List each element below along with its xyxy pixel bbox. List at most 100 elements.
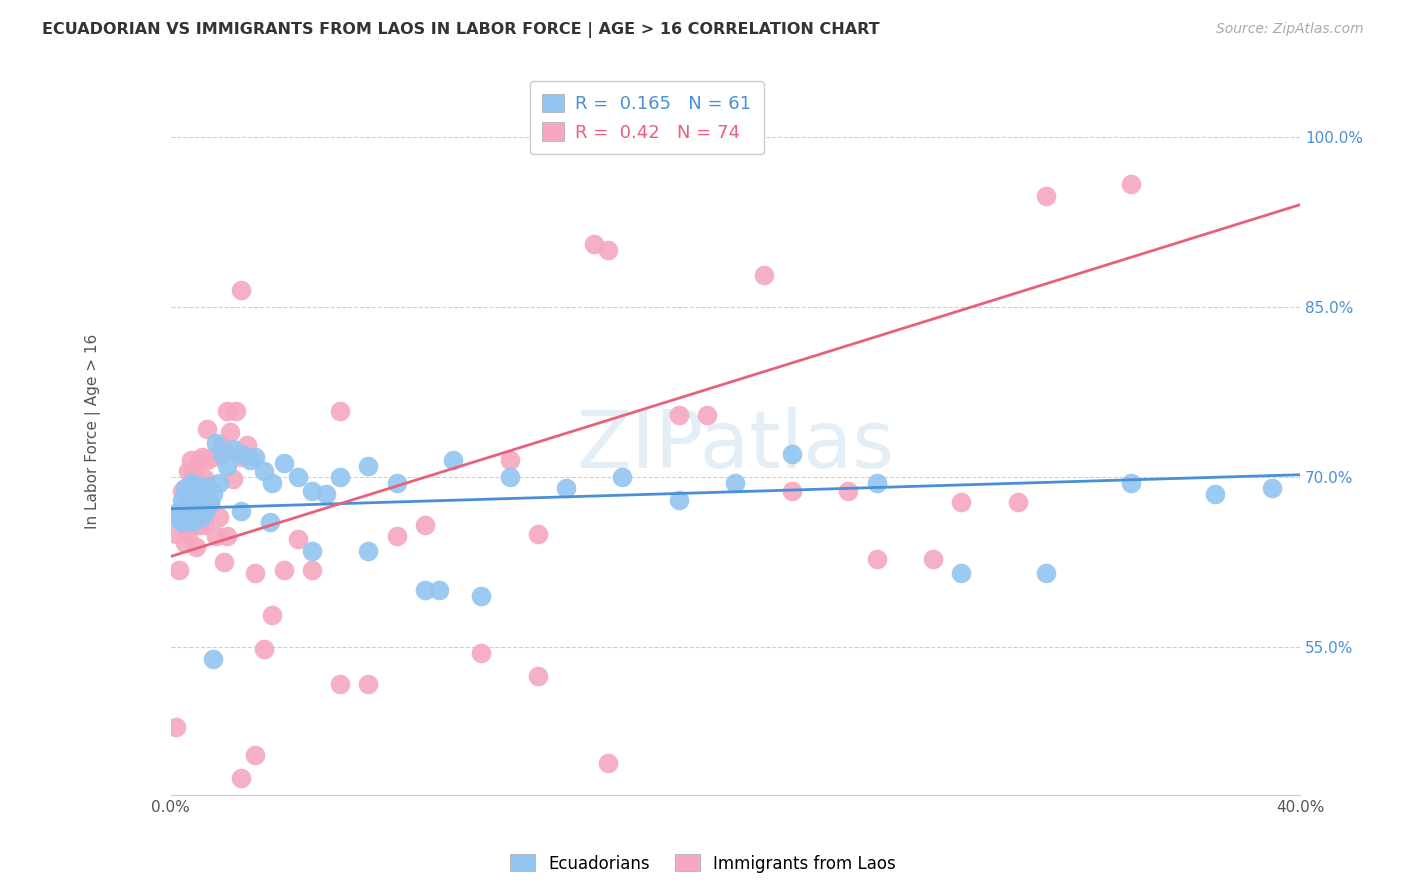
Point: [287, 470, 309, 484]
Point: [165, 720, 187, 734]
Point: [186, 483, 208, 498]
Point: [179, 475, 201, 490]
Point: [176, 526, 198, 541]
Point: [176, 506, 198, 520]
Point: [231, 504, 253, 518]
Point: [170, 492, 193, 507]
Point: [183, 516, 205, 530]
Point: [287, 533, 309, 547]
Point: [526, 668, 548, 682]
Point: [200, 495, 222, 509]
Point: [179, 501, 201, 516]
Point: [200, 499, 222, 513]
Point: [176, 464, 198, 478]
Point: [231, 450, 253, 464]
Point: [176, 506, 198, 520]
Point: [217, 529, 239, 543]
Point: [176, 487, 198, 501]
Legend: R =  0.165   N = 61, R =  0.42   N = 74: R = 0.165 N = 61, R = 0.42 N = 74: [530, 81, 763, 154]
Point: [526, 526, 548, 541]
Point: [1035, 566, 1057, 581]
Text: ZIPatlas: ZIPatlas: [576, 407, 894, 485]
Point: [329, 404, 352, 418]
Point: [865, 475, 887, 490]
Point: [186, 472, 208, 486]
Point: [427, 583, 450, 598]
Point: [167, 504, 190, 518]
Point: [219, 425, 242, 439]
Point: [1261, 481, 1284, 495]
Point: [170, 483, 193, 498]
Point: [179, 453, 201, 467]
Point: [214, 555, 236, 569]
Point: [205, 529, 228, 543]
Point: [273, 563, 295, 577]
Point: [245, 450, 267, 464]
Point: [211, 438, 233, 452]
Point: [301, 483, 323, 498]
Point: [183, 499, 205, 513]
Point: [202, 450, 225, 464]
Point: [301, 543, 323, 558]
Point: [245, 747, 267, 762]
Point: [191, 495, 214, 509]
Point: [197, 479, 219, 493]
Point: [253, 464, 276, 478]
Point: [222, 472, 245, 486]
Point: [315, 487, 337, 501]
Point: [173, 536, 195, 550]
Point: [724, 475, 747, 490]
Point: [357, 676, 380, 690]
Point: [188, 501, 211, 516]
Point: [165, 509, 187, 524]
Point: [202, 487, 225, 501]
Point: [170, 513, 193, 527]
Point: [262, 475, 284, 490]
Point: [922, 551, 945, 566]
Point: [273, 456, 295, 470]
Point: [357, 543, 380, 558]
Point: [183, 464, 205, 478]
Point: [194, 483, 217, 498]
Point: [385, 529, 408, 543]
Legend: Ecuadorians, Immigrants from Laos: Ecuadorians, Immigrants from Laos: [503, 847, 903, 880]
Point: [668, 492, 690, 507]
Text: ECUADORIAN VS IMMIGRANTS FROM LAOS IN LABOR FORCE | AGE > 16 CORRELATION CHART: ECUADORIAN VS IMMIGRANTS FROM LAOS IN LA…: [42, 22, 880, 38]
Point: [950, 495, 973, 509]
Point: [194, 504, 217, 518]
Point: [780, 447, 803, 461]
Point: [205, 436, 228, 450]
Point: [186, 509, 208, 524]
Point: [191, 501, 214, 516]
Point: [470, 589, 492, 603]
Point: [1119, 475, 1142, 490]
Point: [236, 438, 259, 452]
Point: [301, 563, 323, 577]
Point: [598, 756, 620, 770]
Point: [173, 481, 195, 495]
Point: [183, 516, 205, 530]
Point: [208, 509, 231, 524]
Point: [183, 501, 205, 516]
Point: [186, 509, 208, 524]
Point: [1007, 495, 1029, 509]
Point: [167, 563, 190, 577]
Point: [470, 646, 492, 660]
Point: [231, 771, 253, 785]
Point: [1119, 178, 1142, 192]
Point: [186, 541, 208, 555]
Point: [208, 475, 231, 490]
Point: [217, 404, 239, 418]
Point: [696, 408, 718, 422]
Point: [188, 517, 211, 532]
Point: [197, 422, 219, 436]
Point: [357, 458, 380, 473]
Point: [179, 517, 201, 532]
Point: [225, 404, 247, 418]
Point: [413, 583, 436, 598]
Point: [259, 516, 281, 530]
Y-axis label: In Labor Force | Age > 16: In Labor Force | Age > 16: [86, 334, 101, 529]
Point: [231, 447, 253, 461]
Point: [173, 501, 195, 516]
Text: Source: ZipAtlas.com: Source: ZipAtlas.com: [1216, 22, 1364, 37]
